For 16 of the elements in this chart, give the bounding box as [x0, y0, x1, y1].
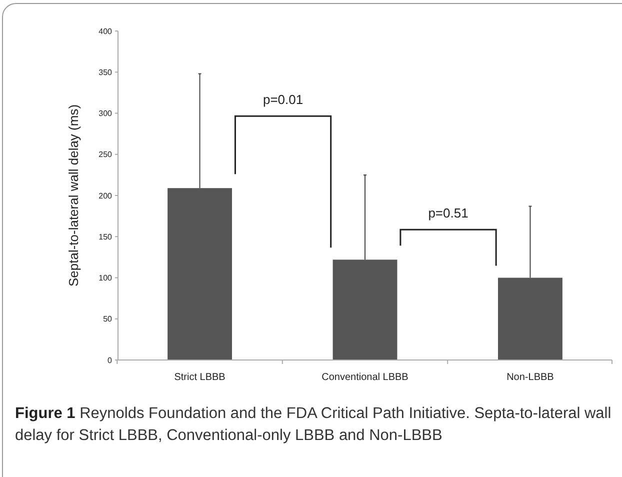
y-tick-label: 150	[98, 232, 113, 242]
x-tick-label: Conventional LBBB	[322, 372, 409, 383]
y-tick-label: 50	[103, 314, 113, 324]
x-tick-label: Strict LBBB	[174, 372, 226, 383]
y-tick-label: 400	[98, 26, 113, 36]
x-tick-label: Non-LBBB	[506, 372, 554, 383]
y-tick-label: 200	[98, 191, 113, 200]
annotation: p=0.51	[428, 206, 468, 221]
y-tick-label: 250	[98, 150, 113, 160]
text: Figure 1	[15, 405, 76, 422]
annotation: p=0.01	[262, 92, 304, 108]
y-tick-label: 350	[98, 68, 113, 77]
y-tick-label: 0	[108, 356, 113, 365]
y-tick-label: 300	[98, 109, 113, 118]
y-axis-title: Septal-to-lateral wall delay (ms)	[66, 104, 81, 287]
y-tick-label: 100	[98, 274, 113, 283]
